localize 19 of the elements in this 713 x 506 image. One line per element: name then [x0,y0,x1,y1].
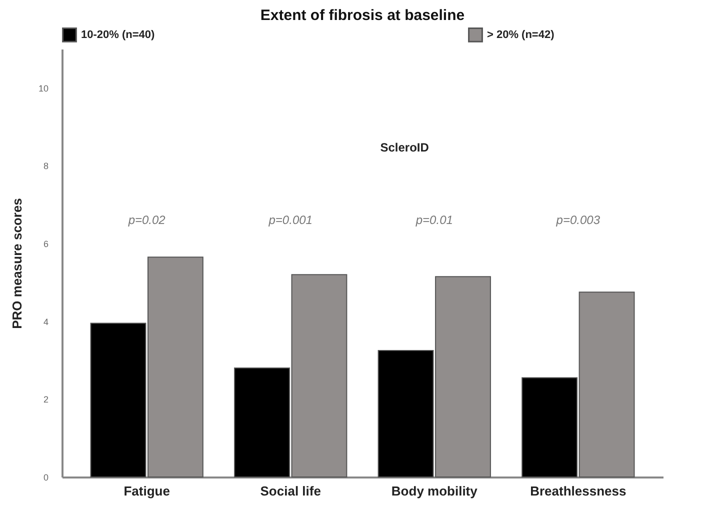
annotation: ScleroID [380,140,430,154]
x-tick-label: Social life [260,484,321,498]
x-tick-label: Fatigue [124,484,170,498]
y-tick-label: 6 [43,239,48,250]
x-tick-label: Body mobility [391,484,478,498]
y-tick-label: 2 [43,394,48,405]
y-axis-title: PRO measure scores [9,198,24,329]
chart-title: Extent of fibrosis at baseline [260,7,465,24]
annotation: p=0.01 [414,213,453,228]
y-tick-label: 8 [43,161,48,172]
y-tick-label: 0 [43,472,48,482]
x-tick-label: Breathlessness [530,484,626,498]
legend-label: 10-20% (n=40) [81,28,156,41]
annotation: p=0.001 [268,213,312,228]
y-tick-label: 4 [43,316,48,327]
annotation: p=0.003 [555,213,600,228]
annotation: p=0.02 [127,213,166,228]
legend-label: > 20% (n=42) [487,28,555,41]
y-tick-label: 10 [38,83,48,94]
